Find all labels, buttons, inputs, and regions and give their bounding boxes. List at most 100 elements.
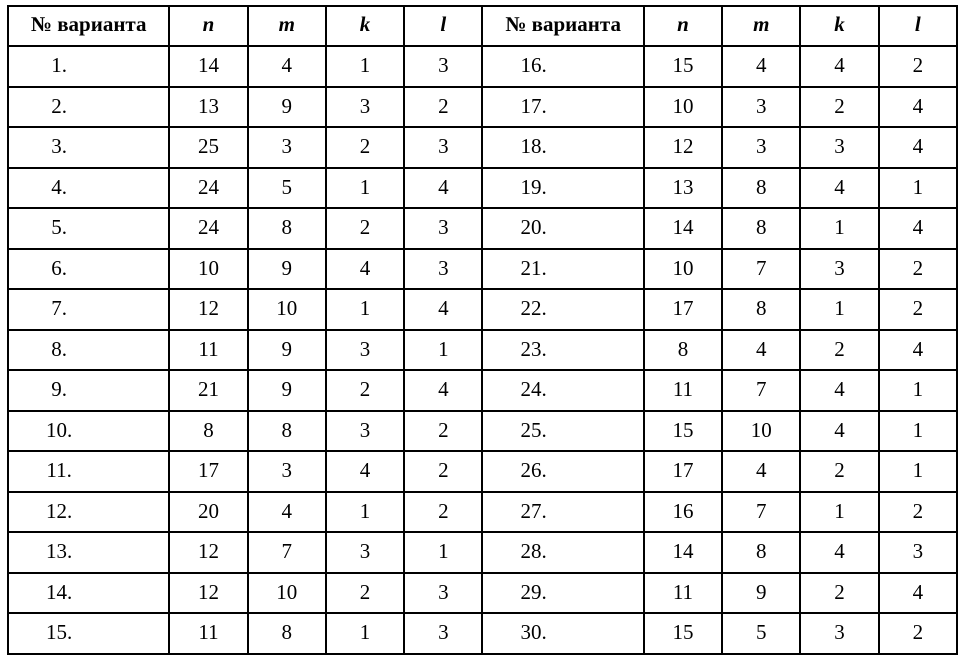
value-cell: 8 (721, 531, 802, 574)
variant-number-cell: 23. (481, 328, 645, 372)
variant-number-cell: 24. (481, 369, 645, 412)
value-cell: 4 (721, 45, 802, 88)
value-cell: 8 (642, 328, 724, 372)
value-cell: 2 (403, 490, 484, 534)
value-cell: 2 (324, 369, 406, 412)
value-cell: 2 (403, 409, 484, 453)
value-cell: 4 (721, 450, 802, 493)
variant-number-cell: 16. (481, 45, 645, 88)
value-cell: 4 (799, 166, 880, 210)
variant-number-cell: 17. (481, 85, 645, 129)
table-row: 7. 12 10 1 4 22. 17 8 1 2 (6, 288, 959, 331)
value-cell: 2 (877, 612, 959, 655)
header-m-right: m (721, 5, 802, 47)
value-cell: 17 (168, 450, 249, 493)
value-cell: 3 (403, 207, 484, 250)
table-row: 13. 12 7 3 1 28. 14 8 4 3 (6, 531, 959, 574)
value-cell: 7 (721, 369, 802, 412)
variant-number-cell: 25. (481, 409, 645, 453)
table-row: 6. 10 9 4 3 21. 10 7 3 2 (6, 247, 959, 291)
table-row: 10. 8 8 3 2 25. 15 10 4 1 (6, 409, 959, 453)
variant-number-cell: 12. (6, 490, 171, 534)
value-cell: 1 (799, 288, 880, 331)
value-cell: 8 (246, 409, 327, 453)
value-cell: 2 (799, 571, 880, 615)
value-cell: 4 (403, 166, 484, 210)
value-cell: 4 (246, 490, 327, 534)
value-cell: 8 (721, 207, 802, 250)
value-cell: 1 (877, 369, 959, 412)
value-cell: 1 (324, 288, 406, 331)
value-cell: 3 (403, 612, 484, 655)
value-cell: 10 (642, 247, 724, 291)
table-row: 9. 21 9 2 4 24. 11 7 4 1 (6, 369, 959, 412)
variant-number-cell: 21. (481, 247, 645, 291)
value-cell: 9 (246, 85, 327, 129)
variant-number-cell: 2. (6, 85, 171, 129)
table-row: 4. 24 5 1 4 19. 13 8 4 1 (6, 166, 959, 210)
value-cell: 3 (403, 571, 484, 615)
value-cell: 17 (642, 288, 724, 331)
value-cell: 12 (642, 126, 724, 169)
value-cell: 4 (799, 369, 880, 412)
value-cell: 10 (246, 571, 327, 615)
value-cell: 10 (642, 85, 724, 129)
header-n-right: n (642, 5, 724, 47)
value-cell: 2 (403, 85, 484, 129)
value-cell: 2 (403, 450, 484, 493)
variant-number-cell: 9. (6, 369, 171, 412)
value-cell: 2 (877, 247, 959, 291)
value-cell: 12 (168, 571, 249, 615)
value-cell: 10 (721, 409, 802, 453)
header-l-right: l (877, 5, 959, 47)
value-cell: 11 (642, 571, 724, 615)
value-cell: 25 (168, 126, 249, 169)
value-cell: 17 (642, 450, 724, 493)
value-cell: 8 (168, 409, 249, 453)
value-cell: 3 (403, 126, 484, 169)
value-cell: 9 (246, 369, 327, 412)
variant-number-cell: 11. (6, 450, 171, 493)
value-cell: 15 (642, 45, 724, 88)
value-cell: 3 (246, 450, 327, 493)
value-cell: 15 (642, 409, 724, 453)
value-cell: 14 (168, 45, 249, 88)
value-cell: 3 (324, 409, 406, 453)
value-cell: 2 (877, 45, 959, 88)
value-cell: 20 (168, 490, 249, 534)
value-cell: 7 (246, 531, 327, 574)
value-cell: 4 (324, 247, 406, 291)
value-cell: 1 (324, 166, 406, 210)
value-cell: 3 (403, 247, 484, 291)
value-cell: 9 (246, 247, 327, 291)
table-row: 3. 25 3 2 3 18. 12 3 3 4 (6, 126, 959, 169)
value-cell: 16 (642, 490, 724, 534)
value-cell: 4 (721, 328, 802, 372)
value-cell: 13 (642, 166, 724, 210)
table-row: 15. 11 8 1 3 30. 15 5 3 2 (6, 612, 959, 655)
value-cell: 4 (877, 207, 959, 250)
value-cell: 1 (799, 490, 880, 534)
value-cell: 1 (799, 207, 880, 250)
value-cell: 1 (403, 328, 484, 372)
value-cell: 24 (168, 166, 249, 210)
variant-number-cell: 20. (481, 207, 645, 250)
variant-number-cell: 1. (6, 45, 171, 88)
value-cell: 1 (403, 531, 484, 574)
value-cell: 2 (877, 288, 959, 331)
value-cell: 3 (799, 247, 880, 291)
value-cell: 3 (799, 612, 880, 655)
variant-number-cell: 3. (6, 126, 171, 169)
value-cell: 10 (168, 247, 249, 291)
value-cell: 1 (877, 409, 959, 453)
header-variant-left: № варианта (6, 5, 171, 47)
value-cell: 2 (324, 207, 406, 250)
variant-number-cell: 26. (481, 450, 645, 493)
value-cell: 4 (324, 450, 406, 493)
value-cell: 21 (168, 369, 249, 412)
value-cell: 11 (642, 369, 724, 412)
value-cell: 2 (324, 126, 406, 169)
value-cell: 12 (168, 531, 249, 574)
value-cell: 8 (721, 288, 802, 331)
